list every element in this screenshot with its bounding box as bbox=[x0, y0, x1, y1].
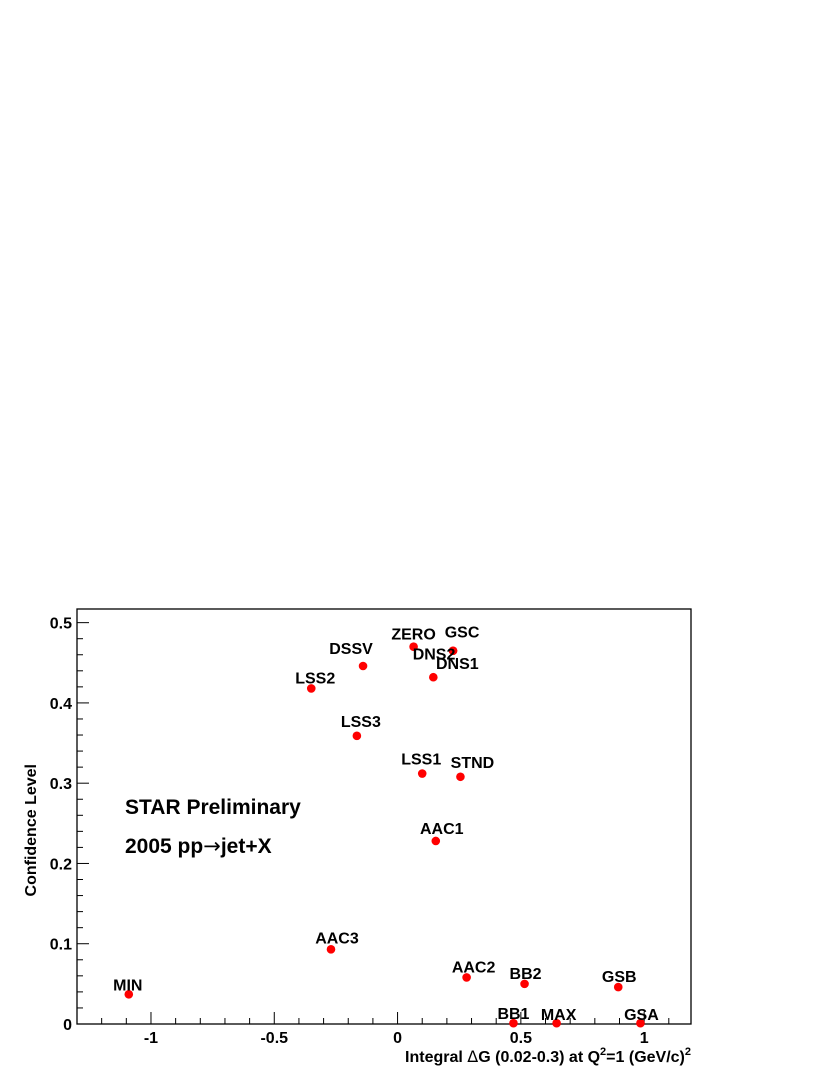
data-point-label-stnd: STND bbox=[451, 755, 495, 772]
x-tick-label: -1 bbox=[144, 1030, 158, 1047]
y-tick-label: 0 bbox=[63, 1017, 72, 1034]
data-point-label-max: MAX bbox=[541, 1007, 577, 1024]
data-point-min bbox=[124, 989, 134, 999]
data-point-label-min: MIN bbox=[113, 977, 142, 994]
data-point-label-lss1: LSS1 bbox=[401, 752, 441, 769]
data-point-label-aac1: AAC1 bbox=[420, 821, 464, 838]
y-tick-label: 0.1 bbox=[50, 937, 72, 954]
data-point-gsb bbox=[613, 982, 623, 992]
star-preliminary-annotation: STAR Preliminary bbox=[125, 796, 301, 819]
x-tick-label: 1 bbox=[640, 1030, 649, 1047]
data-point-aac1 bbox=[431, 836, 441, 846]
x-axis-tick-labels: -1 -0.5 0 0.5 1 bbox=[144, 1030, 649, 1047]
x-axis-title-end: =1 (GeV/c) bbox=[606, 1049, 685, 1066]
x-axis-ticks bbox=[76, 1012, 670, 1024]
plot-frame bbox=[76, 608, 692, 1025]
data-point-label-gsc: GSC bbox=[445, 625, 480, 642]
data-point-label-lss2: LSS2 bbox=[295, 670, 335, 687]
y-axis-ticks bbox=[77, 622, 89, 1025]
data-point-lss2 bbox=[306, 684, 316, 693]
dataset-annotation-year: 2005 pp bbox=[125, 835, 203, 858]
y-tick-label: 0.2 bbox=[50, 856, 72, 873]
data-point-gsa bbox=[636, 1018, 645, 1028]
data-point-label-bb1: BB1 bbox=[497, 1006, 529, 1023]
x-axis-title-superscript-2: 2 bbox=[685, 1046, 691, 1058]
data-point-label-lss3: LSS3 bbox=[341, 714, 381, 731]
data-point-lss1 bbox=[417, 769, 427, 778]
x-axis-title-superscript-1: 2 bbox=[600, 1046, 606, 1058]
data-point-bb2 bbox=[520, 979, 529, 989]
x-tick-label: 0.5 bbox=[510, 1030, 532, 1047]
data-point-label-gsb: GSB bbox=[602, 969, 637, 986]
data-point-stnd bbox=[456, 772, 465, 782]
data-point-label-bb2: BB2 bbox=[510, 966, 542, 983]
arrow-symbol: → bbox=[203, 834, 221, 858]
delta-symbol: Δ bbox=[467, 1047, 478, 1066]
x-tick-label: -0.5 bbox=[260, 1030, 288, 1047]
data-point-max bbox=[552, 1018, 561, 1028]
data-point-label-dssv: DSSV bbox=[329, 641, 373, 658]
data-point-label-dns1: DNS1 bbox=[436, 656, 479, 673]
x-axis-title-middle: G (0.02-0.3) at Q bbox=[478, 1049, 600, 1066]
data-point-label-aac3: AAC3 bbox=[315, 930, 359, 947]
data-point-aac2 bbox=[462, 973, 471, 982]
data-point-label-dns2: DNS2 bbox=[413, 647, 456, 664]
x-tick-label: 0 bbox=[393, 1030, 402, 1047]
x-axis-title: Integral ΔG (0.02-0.3) at Q2=1 (GeV/c)2 bbox=[405, 1046, 691, 1066]
data-point-label-zero: ZERO bbox=[391, 627, 435, 644]
y-axis-tick-labels: 0 0.1 0.2 0.3 0.4 0.5 bbox=[50, 616, 72, 1034]
data-point-zero bbox=[409, 642, 418, 652]
y-tick-label: 0.5 bbox=[50, 616, 72, 633]
data-points bbox=[124, 642, 645, 1028]
data-point-dns2 bbox=[448, 646, 458, 656]
x-axis-title-prefix: Integral bbox=[405, 1049, 467, 1066]
y-axis-title: Confidence Level bbox=[23, 764, 40, 896]
data-point-dssv bbox=[358, 661, 368, 671]
data-point-bb1 bbox=[509, 1018, 518, 1028]
y-tick-label: 0.3 bbox=[50, 776, 72, 793]
data-point-label-aac2: AAC2 bbox=[452, 959, 496, 976]
data-point-label-gsa: GSA bbox=[624, 1007, 659, 1024]
dataset-annotation: 2005 pp→jet+X bbox=[125, 834, 272, 858]
data-point-lss3 bbox=[352, 731, 362, 741]
data-point-aac3 bbox=[326, 945, 336, 954]
y-tick-label: 0.4 bbox=[50, 696, 72, 713]
data-point-dns1 bbox=[429, 672, 438, 682]
dataset-annotation-process: jet+X bbox=[220, 835, 272, 858]
